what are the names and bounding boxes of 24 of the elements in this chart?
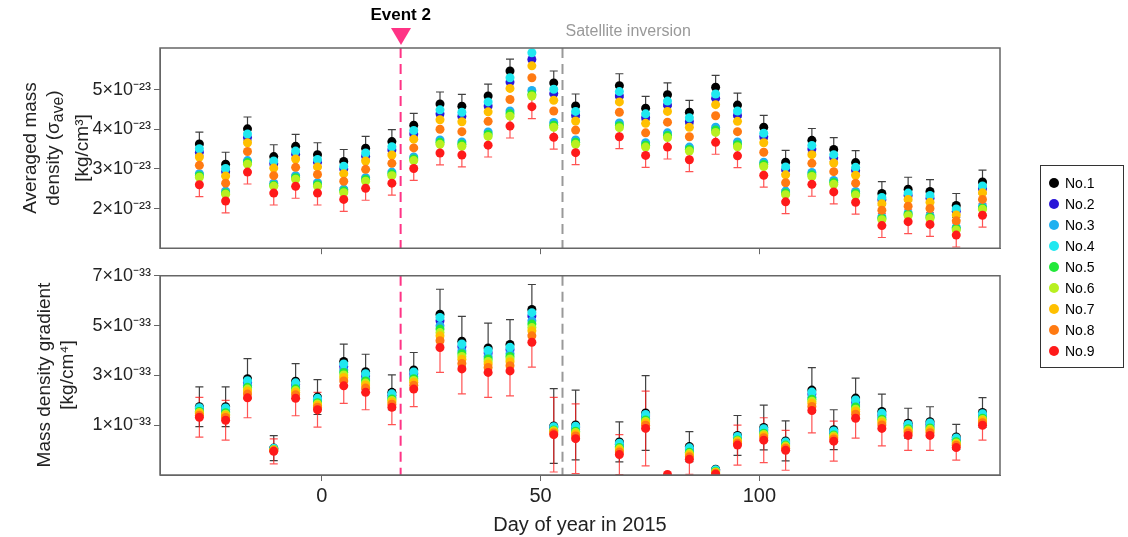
x-tick-label: 100 [742,483,777,506]
ref-line-label: Satellite inversion [565,22,691,40]
legend-label: No.4 [1065,237,1095,254]
y-tick-label: 2×10⁻²³ [92,197,151,218]
legend-label: No.8 [1065,321,1095,338]
x-tick-label: 50 [529,483,552,506]
legend-label: No.3 [1065,216,1095,233]
ref-line-label: Event 2 [370,5,431,25]
y-tick-label: 3×10⁻³³ [92,364,151,385]
legend-label: No.7 [1065,300,1095,317]
legend-label: No.9 [1065,342,1095,359]
legend-label: No.5 [1065,258,1095,275]
legend-label: No.2 [1065,195,1095,212]
legend-label: No.1 [1065,174,1095,191]
x-axis-title: Day of year in 2015 [493,512,667,535]
y-tick-label: 5×10⁻³³ [92,314,151,335]
y-tick-label: 3×10⁻²³ [92,157,151,178]
legend-label: No.6 [1065,279,1095,296]
y-tick-label: 5×10⁻²³ [92,78,151,99]
y-tick-label: 4×10⁻²³ [92,118,151,139]
y-tick-label: 1×10⁻³³ [92,414,151,435]
x-tick-label: 0 [316,483,328,506]
y-tick-label: 7×10⁻³³ [92,264,151,285]
y-axis-title: Mass density gradient [kg/cm⁴] [32,281,78,470]
